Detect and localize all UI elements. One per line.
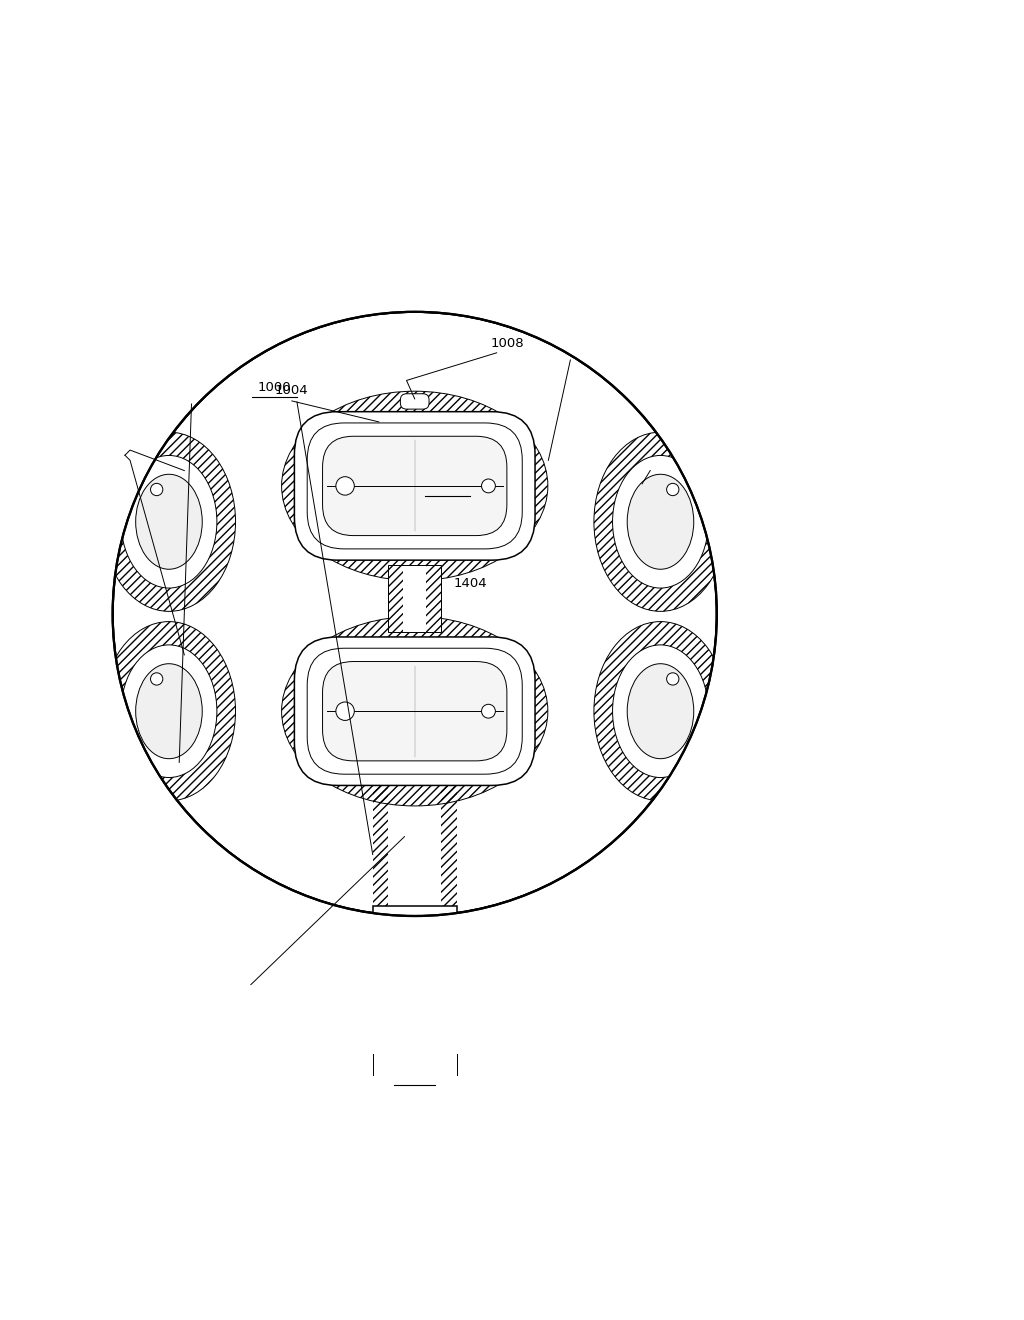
Ellipse shape (102, 622, 236, 801)
Circle shape (113, 312, 717, 916)
Ellipse shape (594, 622, 727, 801)
Circle shape (336, 477, 354, 495)
FancyBboxPatch shape (307, 422, 522, 549)
FancyBboxPatch shape (295, 412, 535, 560)
Text: 1004: 1004 (275, 384, 308, 397)
Ellipse shape (627, 664, 694, 759)
Circle shape (667, 673, 679, 685)
Circle shape (336, 702, 354, 721)
Text: 1006: 1006 (572, 345, 606, 356)
FancyBboxPatch shape (307, 648, 522, 774)
Ellipse shape (594, 432, 727, 611)
Circle shape (151, 483, 163, 495)
Text: 1300: 1300 (431, 479, 464, 492)
Circle shape (667, 483, 679, 495)
Bar (373, 785, 388, 906)
Text: US 2012/0241034 A1: US 2012/0241034 A1 (817, 180, 965, 193)
Text: 1402: 1402 (645, 467, 679, 480)
Ellipse shape (121, 645, 217, 777)
Ellipse shape (282, 616, 548, 807)
Bar (426, 565, 441, 632)
Circle shape (481, 479, 496, 492)
Text: 1404: 1404 (454, 577, 487, 590)
Ellipse shape (136, 474, 203, 569)
Ellipse shape (102, 432, 236, 611)
Text: 1400: 1400 (398, 1082, 431, 1096)
Text: Sep. 27, 2012  Sheet 13 of 26: Sep. 27, 2012 Sheet 13 of 26 (321, 180, 529, 193)
Circle shape (481, 705, 496, 718)
FancyBboxPatch shape (323, 436, 507, 536)
Ellipse shape (627, 474, 694, 569)
Ellipse shape (612, 645, 709, 777)
Circle shape (151, 673, 163, 685)
Text: C: C (217, 977, 238, 1003)
Text: Fig. 14: Fig. 14 (834, 298, 897, 315)
Ellipse shape (612, 455, 709, 589)
Text: 1002: 1002 (86, 449, 120, 462)
FancyBboxPatch shape (400, 393, 429, 409)
Text: 1008: 1008 (147, 392, 181, 405)
FancyBboxPatch shape (295, 638, 535, 785)
Bar (388, 565, 441, 632)
Ellipse shape (282, 391, 548, 581)
Bar (388, 565, 403, 632)
Ellipse shape (136, 664, 203, 759)
Text: 1000: 1000 (258, 380, 291, 393)
Bar (373, 906, 457, 1090)
FancyBboxPatch shape (323, 661, 507, 760)
Ellipse shape (121, 455, 217, 589)
Text: Patent Application Publication: Patent Application Publication (56, 180, 268, 193)
Bar (441, 785, 457, 906)
Text: 1008: 1008 (490, 337, 523, 350)
